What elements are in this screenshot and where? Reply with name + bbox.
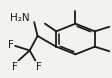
Text: F: F [36,62,42,72]
Text: H₂N: H₂N [10,13,29,23]
Text: F: F [11,62,17,72]
Text: F: F [8,40,14,50]
